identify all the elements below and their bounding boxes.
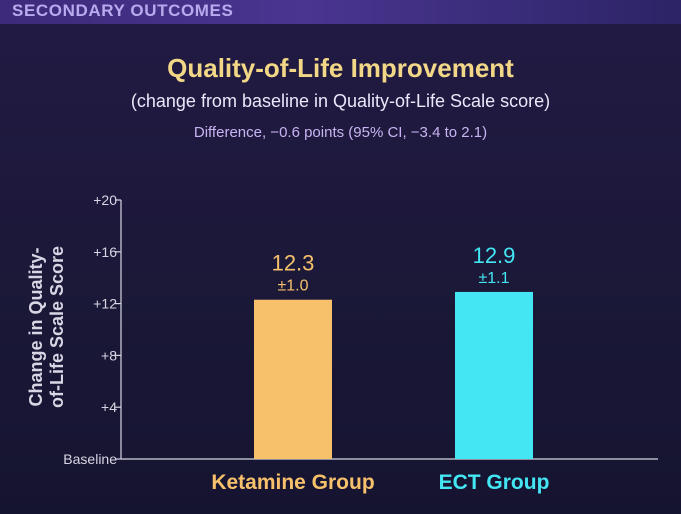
y-tick-label: +4: [101, 399, 117, 415]
y-axis-title: Change in Quality- of-Life Scale Score: [26, 246, 67, 408]
y-tick-label: +20: [93, 192, 117, 208]
y-axis-title-line1: Change in Quality-: [26, 247, 46, 406]
x-category-label: Ketamine Group: [211, 471, 374, 494]
chart-title: Quality-of-Life Improvement: [167, 53, 514, 83]
section-banner: SECONDARY OUTCOMES: [0, 0, 681, 24]
bar: [254, 299, 332, 459]
y-tick-label: +12: [93, 296, 117, 312]
bar-error-label: ±1.1: [478, 270, 509, 287]
y-tick-label: +16: [93, 244, 117, 260]
difference-annotation: Difference, −0.6 points (95% CI, −3.4 to…: [193, 124, 488, 141]
bar-error-label: ±1.0: [277, 278, 308, 295]
bar-value-label: 12.3: [272, 251, 315, 276]
y-tick-label: +8: [101, 347, 117, 363]
y-tick-label: Baseline: [63, 451, 117, 467]
section-label: SECONDARY OUTCOMES: [12, 1, 234, 20]
chart-subtitle: (change from baseline in Quality-of-Life…: [130, 91, 551, 111]
y-axis-title-line2: of-Life Scale Score: [47, 246, 67, 408]
x-category-label: ECT Group: [439, 471, 550, 494]
bar-value-label: 12.9: [473, 243, 516, 268]
bar: [455, 291, 533, 459]
